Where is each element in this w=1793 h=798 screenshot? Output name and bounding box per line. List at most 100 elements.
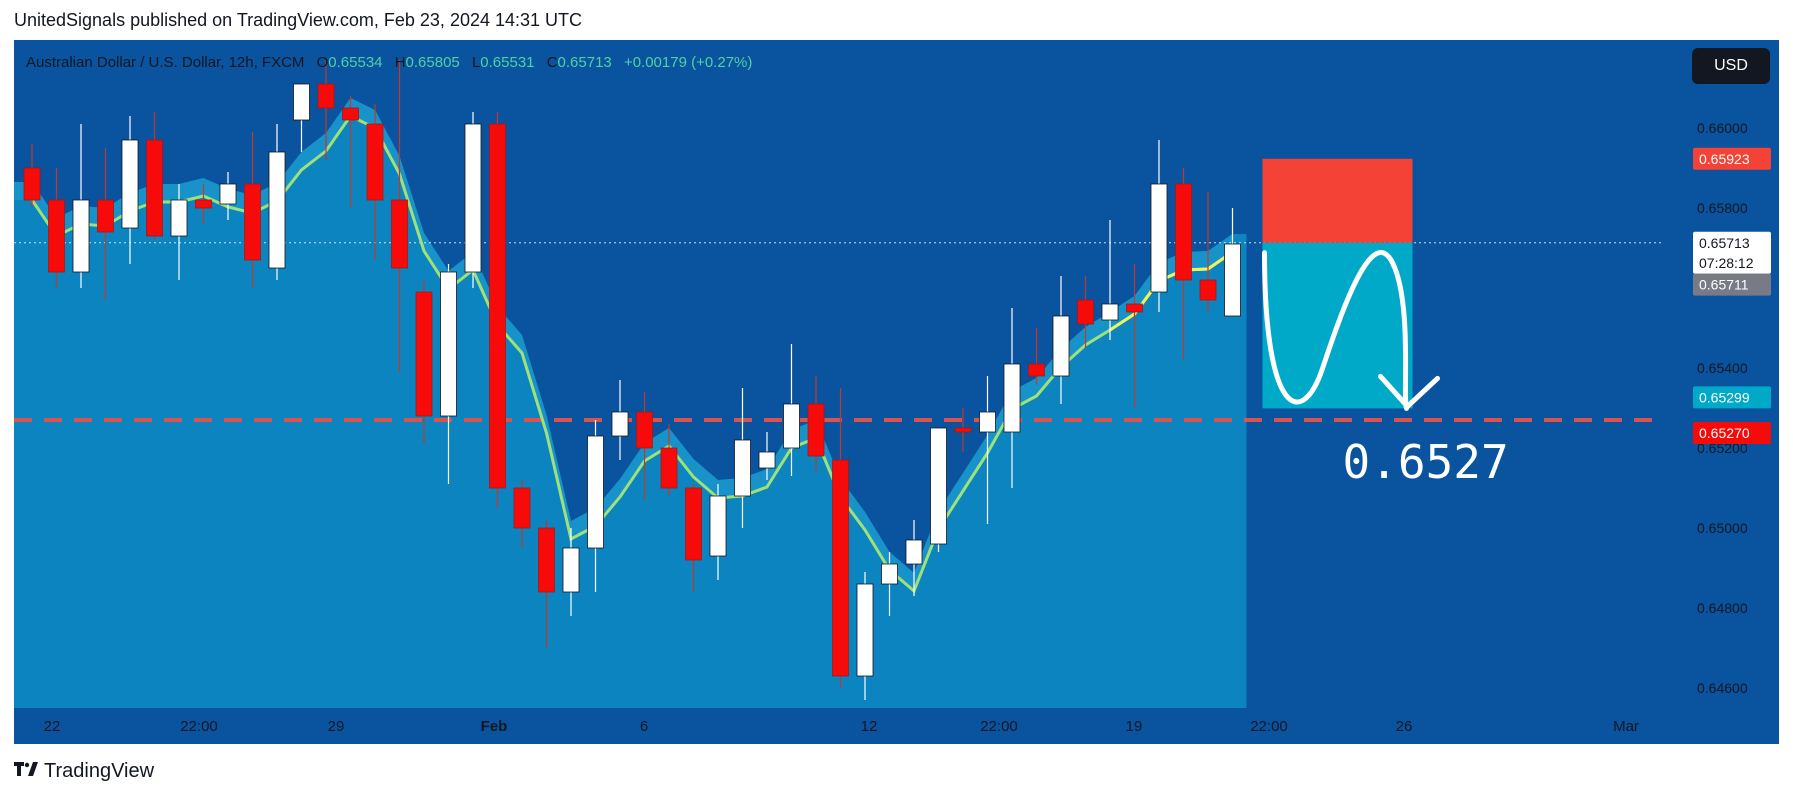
legend-change: +0.00179 (+0.27%): [623, 54, 753, 71]
candle: [783, 344, 800, 476]
moving-average-line: [30, 114, 1234, 594]
candle: [489, 112, 506, 508]
candle: [832, 388, 849, 688]
x-axis-tick-label: 12: [861, 718, 878, 735]
x-axis-tick-label: 22:00: [980, 718, 1018, 735]
forecast-arrow-head: [1378, 373, 1440, 409]
candle: [611, 380, 629, 460]
candle-body-down: [1199, 279, 1217, 301]
candle: [587, 420, 604, 592]
axis-price-label: 0.65713: [1699, 235, 1750, 251]
candle: [660, 424, 678, 496]
candle-body-up: [562, 547, 580, 593]
legend-symbol: Australian Dollar / U.S. Dollar, 12h, FX…: [26, 54, 305, 71]
legend-open-label: O: [316, 54, 329, 71]
candle: [685, 484, 702, 592]
candle: [1052, 276, 1070, 404]
legend-close-value: 0.65713: [557, 54, 612, 71]
axis-price-label-box: [1693, 147, 1771, 170]
y-axis-tick-label: 0.66000: [1697, 120, 1748, 136]
candle-body-up: [856, 583, 874, 677]
currency-button[interactable]: USD: [1692, 48, 1770, 84]
candle-body-up: [121, 139, 139, 229]
tradingview-logo[interactable]: TradingView: [14, 760, 154, 783]
candle-body-down: [538, 527, 555, 593]
candle: [219, 172, 237, 220]
candle-body-down: [832, 459, 849, 677]
candle-body-up: [268, 151, 286, 269]
y-axis-tick-label: 0.65400: [1697, 360, 1748, 376]
candle: [146, 112, 163, 240]
candle-body-up: [758, 451, 776, 469]
axis-price-label: 0.65299: [1699, 389, 1750, 405]
candle: [758, 432, 776, 480]
candle: [415, 280, 433, 444]
candle-body-down: [342, 107, 359, 121]
candle-body-down: [97, 199, 114, 233]
candle: [636, 392, 653, 500]
candle-body-down: [146, 139, 163, 237]
candle: [317, 60, 335, 160]
candle-body-up: [1003, 363, 1021, 433]
candle-body-down: [807, 403, 825, 457]
candle-body-down: [48, 199, 65, 273]
x-axis-tick-label: 19: [1126, 718, 1143, 735]
candle-body-down: [1077, 299, 1094, 325]
symbol-legend: Australian Dollar / U.S. Dollar, 12h, FX…: [26, 54, 752, 71]
candle: [1077, 276, 1094, 348]
x-axis-tick-label: 26: [1396, 718, 1413, 735]
y-axis-tick-label: 0.64600: [1697, 680, 1748, 696]
candle-body-up: [881, 563, 898, 585]
legend-close-label: C: [546, 54, 558, 71]
candle: [954, 408, 972, 452]
legend-low-value: 0.65531: [480, 54, 535, 71]
candlestick-chart[interactable]: 0.65270.660000.658000.654000.652000.6500…: [14, 40, 1779, 744]
candle: [72, 124, 90, 288]
candle-body-up: [930, 427, 947, 545]
candle: [48, 168, 65, 288]
candle-body-up: [1150, 183, 1168, 293]
candle-body-up: [587, 435, 604, 549]
candle-body-down: [489, 123, 506, 489]
candle-body-down: [513, 487, 531, 529]
candle-body-up: [1052, 315, 1070, 377]
axis-price-label-box: [1693, 386, 1771, 409]
candle: [979, 376, 996, 524]
publish-header: UnitedSignals published on TradingView.c…: [14, 10, 583, 30]
candle: [513, 480, 531, 548]
legend-high-label: H: [394, 54, 406, 71]
candle: [23, 144, 41, 208]
y-axis-tick-label: 0.65800: [1697, 200, 1748, 216]
candle: [97, 148, 114, 300]
candle: [121, 116, 139, 264]
candle: [538, 520, 555, 648]
axis-price-label-box: [1693, 231, 1771, 274]
candle-body-up: [440, 271, 457, 417]
candle-body-up: [219, 183, 237, 205]
candle-body-up: [170, 199, 188, 237]
candle: [195, 184, 212, 224]
candle-body-down: [636, 411, 653, 449]
x-axis-tick-label: 22:00: [180, 718, 218, 735]
axis-price-label: 0.65923: [1699, 151, 1750, 167]
candle: [1028, 328, 1045, 384]
tradingview-brand: TradingView: [44, 760, 155, 782]
candle: [1175, 168, 1192, 360]
candle-body-down: [415, 291, 433, 417]
legend-high-value: 0.65805: [405, 54, 460, 71]
candle: [1224, 208, 1241, 317]
candle-body-down: [954, 427, 972, 433]
candle: [293, 83, 310, 152]
axis-price-label-box: [1693, 273, 1771, 296]
candle: [1150, 140, 1168, 312]
candle-body-down: [1028, 363, 1045, 377]
candle-body-down: [391, 199, 408, 269]
candle: [709, 484, 727, 580]
candle-body-up: [464, 123, 482, 273]
candle: [905, 520, 923, 596]
candle: [391, 60, 408, 372]
legend-low-label: L: [471, 54, 481, 71]
forecast-arrow-path: [1262, 250, 1409, 411]
candle-body-down: [1126, 303, 1143, 313]
chart-panel[interactable]: 0.6527 0.66000 0.65800 0.65400 0.65200 0.6500…: [14, 40, 1779, 744]
